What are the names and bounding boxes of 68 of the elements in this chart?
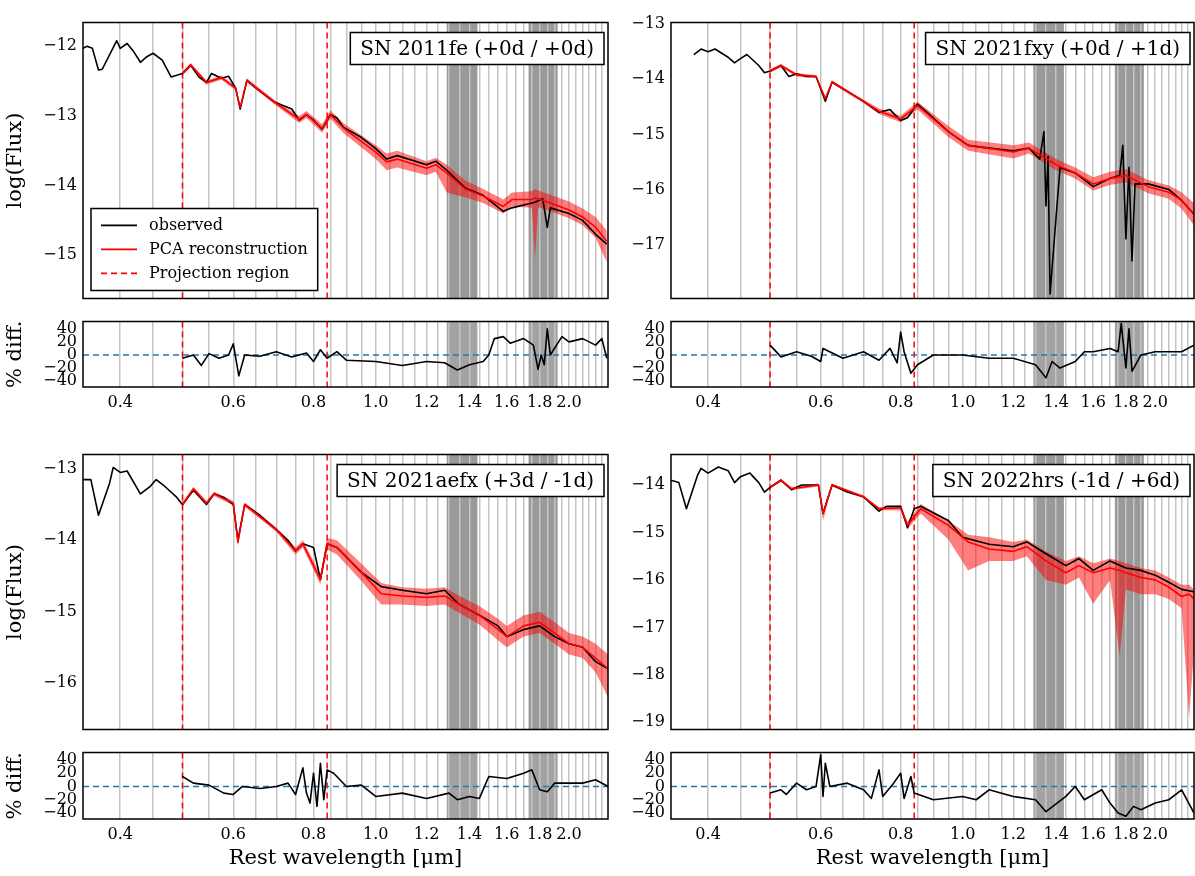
- x-tick-label: 1.2: [413, 391, 440, 411]
- x-tick-label: 2.0: [556, 823, 582, 843]
- y-tick-label: −15: [43, 244, 77, 264]
- x-tick-label: 1.6: [494, 823, 520, 843]
- x-tick-label: 0.6: [808, 823, 834, 843]
- ref-line-label: Projection region: [149, 262, 290, 282]
- x-tick-label: 0.8: [887, 391, 914, 411]
- y-tick-label: −18: [631, 663, 665, 683]
- x-tick-label: 0.8: [887, 823, 914, 843]
- x-tick-label: 0.4: [107, 823, 133, 843]
- x-tick-label: 1.0: [363, 823, 389, 843]
- y-tick-label: −16: [43, 672, 77, 692]
- y-tick-label: −15: [631, 123, 665, 143]
- x-tick-label: 1.2: [413, 823, 440, 843]
- x-tick-label: 1.0: [949, 823, 976, 843]
- x-tick-label: 1.4: [456, 823, 483, 843]
- x-tick-label: 1.8: [1113, 391, 1139, 411]
- y-tick-label: −12: [43, 35, 77, 55]
- x-tick-label: 0.4: [107, 391, 133, 411]
- x-tick-label: 0.4: [695, 391, 721, 411]
- x-tick-label: 0.4: [695, 823, 721, 843]
- x-tick-label: 1.8: [526, 823, 553, 843]
- y-tick-label: −14: [631, 474, 665, 494]
- x-tick-label: 1.8: [1113, 823, 1139, 843]
- y-tick-label: −17: [631, 233, 665, 253]
- y-tick-label: −15: [631, 521, 665, 541]
- x-tick-label: 1.6: [1080, 391, 1106, 411]
- x-tick-label: 1.6: [1080, 823, 1106, 843]
- annotation: SN 2021fxy (+0d / +1d): [935, 35, 1181, 60]
- y-tick-label: −14: [43, 529, 77, 549]
- x-tick-label: 2.0: [556, 391, 582, 411]
- legend-label: observed: [149, 214, 223, 234]
- annotation: SN 2021aefx (+3d / -1d): [347, 467, 595, 492]
- x-tick-label: 2.0: [1142, 391, 1168, 411]
- x-axis-title: Rest wavelength [μm]: [228, 844, 463, 869]
- annotation: SN 2022hrs (-1d / +6d): [942, 467, 1181, 492]
- y-tick-label: −16: [631, 569, 665, 589]
- x-tick-label: 1.4: [456, 391, 483, 411]
- y-tick-label: −16: [631, 178, 665, 198]
- x-tick-label: 1.0: [363, 391, 389, 411]
- y-axis-title: % diff.: [2, 320, 27, 389]
- y-tick-label: −13: [43, 105, 77, 125]
- x-tick-label: 1.8: [526, 391, 553, 411]
- x-tick-label: 1.2: [1000, 391, 1026, 411]
- y-axis-title: log(Flux): [2, 544, 27, 640]
- x-tick-label: 1.6: [494, 391, 520, 411]
- x-tick-label: 0.6: [220, 391, 247, 411]
- x-tick-label: 1.4: [1043, 391, 1069, 411]
- annotation: SN 2011fe (+0d / +0d): [360, 35, 595, 60]
- y-tick-label: −19: [631, 711, 665, 731]
- x-axis-title: Rest wavelength [μm]: [815, 844, 1050, 869]
- legend-label: PCA reconstruction: [149, 238, 308, 258]
- y-tick-label: −14: [631, 68, 665, 88]
- x-tick-label: 2.0: [1142, 823, 1168, 843]
- x-tick-label: 1.4: [1043, 823, 1069, 843]
- y-axis-title: log(Flux): [2, 112, 27, 209]
- x-tick-label: 0.6: [808, 391, 834, 411]
- x-tick-label: 0.8: [300, 391, 327, 411]
- y-tick-label: −13: [631, 13, 665, 33]
- y-tick-label: −17: [631, 616, 665, 636]
- x-tick-label: 0.6: [220, 823, 247, 843]
- x-tick-label: 0.8: [300, 823, 327, 843]
- x-tick-label: 1.2: [1000, 823, 1026, 843]
- y-tick-label: −15: [43, 600, 77, 620]
- y-axis-title: % diff.: [2, 751, 27, 820]
- y-tick-label: −14: [43, 174, 77, 194]
- x-tick-label: 1.0: [949, 391, 976, 411]
- y-tick-label: −13: [43, 458, 77, 478]
